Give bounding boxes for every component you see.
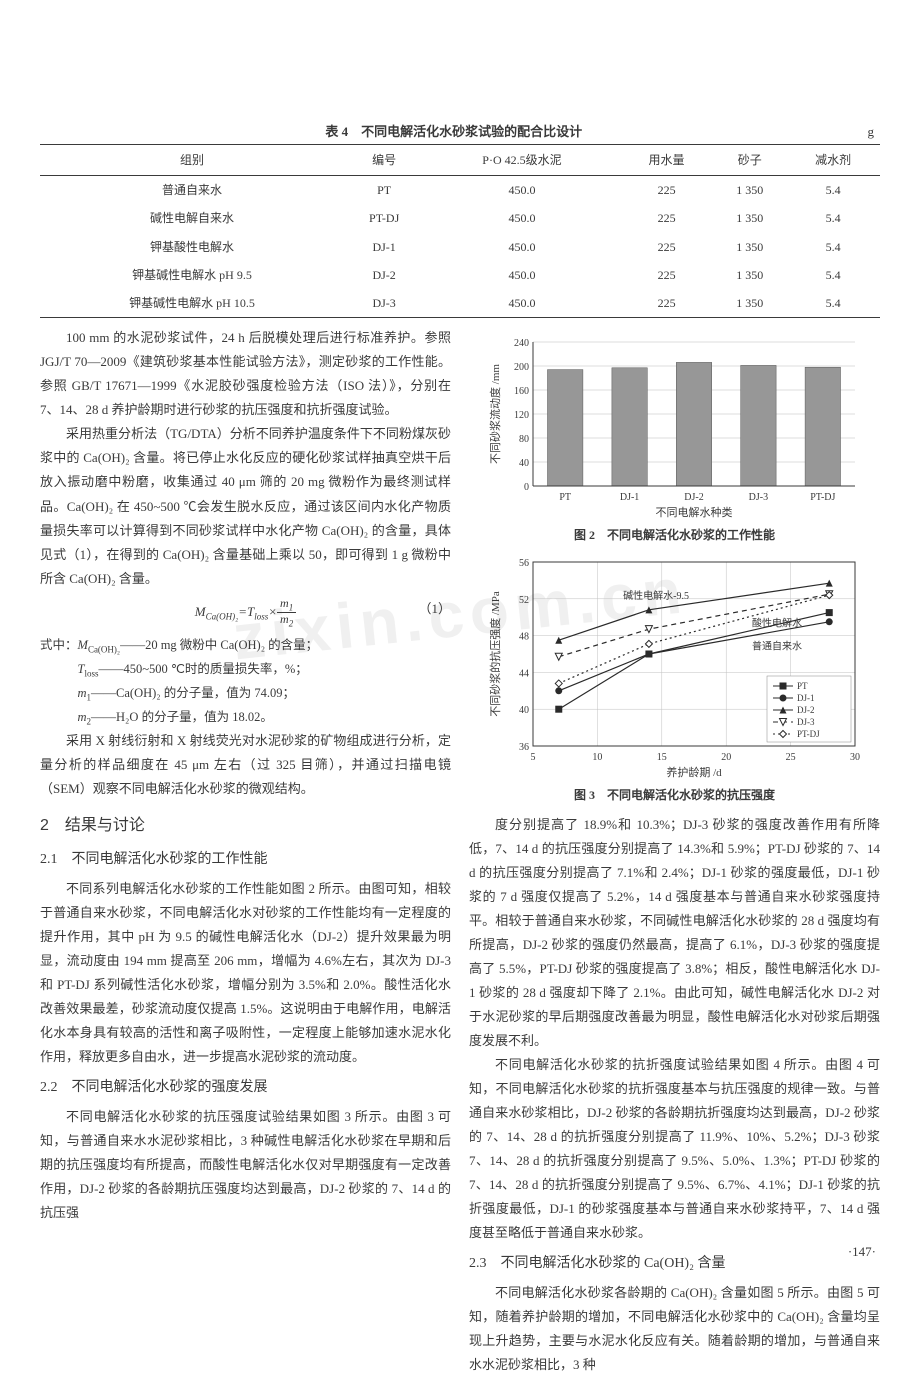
- svg-text:酸性电解水: 酸性电解水: [751, 617, 801, 630]
- svg-text:56: 56: [519, 558, 529, 569]
- svg-text:15: 15: [656, 752, 666, 763]
- def-m2: m2——H₂O 的分子量，值为 18.02。: [40, 706, 451, 730]
- section-2-heading: 2 结果与讨论: [40, 811, 451, 841]
- svg-text:160: 160: [514, 386, 529, 397]
- svg-text:DJ-2: DJ-2: [797, 705, 815, 715]
- right-p3: 不同电解活化水砂浆各龄期的 Ca(OH)₂ 含量如图 5 所示。由图 5 可知，…: [469, 1281, 880, 1377]
- left-p3: 采用 X 射线衍射和 X 射线荧光对水泥砂浆的矿物组成进行分析，定量分析的样品细…: [40, 729, 451, 801]
- figure-3: 36 40 44 48 52 56 5 10 15 20 25 30 PT DJ-1 DJ-2 DJ-3 PT-…: [469, 552, 880, 806]
- equation-number: （1）: [418, 597, 451, 621]
- svg-text:养护龄期 /d: 养护龄期 /d: [666, 765, 722, 779]
- equation-1: MCa(OH)₂=Tloss×m1m2 （1）: [40, 597, 451, 629]
- svg-text:36: 36: [519, 742, 529, 753]
- svg-text:120: 120: [514, 410, 529, 421]
- svg-text:44: 44: [519, 669, 529, 680]
- section-2-2-heading: 2.2 不同电解活化水砂浆的强度发展: [40, 1075, 451, 1101]
- figure-3-chart: 36 40 44 48 52 56 5 10 15 20 25 30 PT DJ-1 DJ-2 DJ-3 PT-…: [485, 552, 865, 782]
- figure-2: 0 40 80 120 160 200 240 PT DJ-1 DJ-2 DJ-3 PT-DJ 不同电解…: [469, 332, 880, 546]
- svg-text:DJ-1: DJ-1: [797, 693, 815, 703]
- section-2-1-heading: 2.1 不同电解活化水砂浆的工作性能: [40, 847, 451, 873]
- def-tloss: Tloss——450~500 ℃时的质量损失率，%；: [40, 658, 451, 682]
- figure-3-caption: 图 3 不同电解活化水砂浆的抗压强度: [469, 784, 880, 806]
- svg-text:80: 80: [519, 434, 529, 445]
- svg-text:40: 40: [519, 706, 529, 717]
- svg-text:不同电解水种类: 不同电解水种类: [655, 505, 732, 519]
- svg-text:不同砂浆的抗压强度 /MPa: 不同砂浆的抗压强度 /MPa: [488, 591, 502, 717]
- svg-text:0: 0: [524, 482, 529, 493]
- right-p2: 不同电解活化水砂浆的抗折强度试验结果如图 4 所示。由图 4 可知，不同电解活化…: [469, 1053, 880, 1245]
- section-2-3-heading: 2.3 不同电解活化水砂浆的 Ca(OH)₂ 含量: [469, 1251, 880, 1277]
- svg-text:52: 52: [519, 595, 529, 606]
- svg-text:PT: PT: [559, 492, 571, 503]
- mix-design-table: 组别编号P·O 42.5级水泥用水量砂子减水剂 普通自来水PT450.02251…: [40, 144, 880, 318]
- svg-text:25: 25: [785, 752, 795, 763]
- svg-text:200: 200: [514, 362, 529, 373]
- table-4: 表 4 不同电解活化水砂浆试验的配合比设计 g 组别编号P·O 42.5级水泥用…: [40, 120, 880, 318]
- figure-2-caption: 图 2 不同电解活化水砂浆的工作性能: [469, 524, 880, 546]
- svg-text:10: 10: [592, 752, 602, 763]
- left-p4: 不同系列电解活化水砂浆的工作性能如图 2 所示。由图可知，相较于普通自来水砂浆，…: [40, 877, 451, 1069]
- left-column: 100 mm 的水泥砂浆试件，24 h 后脱模处理后进行标准养护。参照 JGJ/…: [40, 326, 451, 1377]
- table-4-unit: g: [868, 120, 875, 144]
- svg-text:DJ-3: DJ-3: [748, 492, 767, 503]
- right-column: 0 40 80 120 160 200 240 PT DJ-1 DJ-2 DJ-3 PT-DJ 不同电解…: [469, 326, 880, 1377]
- left-p1: 100 mm 的水泥砂浆试件，24 h 后脱模处理后进行标准养护。参照 JGJ/…: [40, 326, 451, 422]
- svg-text:不同砂浆流动度 /mm: 不同砂浆流动度 /mm: [488, 364, 502, 464]
- svg-text:DJ-2: DJ-2: [684, 492, 703, 503]
- svg-text:普通自来水: 普通自来水: [751, 640, 801, 653]
- svg-text:DJ-3: DJ-3: [797, 717, 815, 727]
- svg-text:5: 5: [530, 752, 535, 763]
- svg-text:30: 30: [850, 752, 860, 763]
- table-4-title: 表 4 不同电解活化水砂浆试验的配合比设计: [325, 124, 582, 139]
- right-p1: 度分别提高了 18.9%和 10.3%；DJ-3 砂浆的强度改善作用有所降低，7…: [469, 813, 880, 1053]
- defs-lead: 式中：: [40, 638, 78, 652]
- symbol-definitions: 式中：MCa(OH)₂——20 mg 微粉中 Ca(OH)₂ 的含量； Tlos…: [40, 634, 451, 729]
- svg-text:PT-DJ: PT-DJ: [797, 729, 820, 739]
- svg-text:48: 48: [519, 632, 529, 643]
- svg-text:碱性电解水-9.5: 碱性电解水-9.5: [623, 589, 689, 602]
- svg-text:240: 240: [514, 338, 529, 349]
- svg-text:PT-DJ: PT-DJ: [810, 492, 835, 503]
- left-p2: 采用热重分析法（TG/DTA）分析不同养护温度条件下不同粉煤灰砂浆中的 Ca(O…: [40, 422, 451, 590]
- def-m1: m1——Ca(OH)₂ 的分子量，值为 74.09；: [40, 682, 451, 706]
- figure-2-chart: 0 40 80 120 160 200 240 PT DJ-1 DJ-2 DJ-3 PT-DJ 不同电解…: [485, 332, 865, 522]
- svg-text:PT: PT: [797, 681, 808, 691]
- svg-text:DJ-1: DJ-1: [619, 492, 638, 503]
- left-p5: 不同电解活化水砂浆的抗压强度试验结果如图 3 所示。由图 3 可知，与普通自来水…: [40, 1105, 451, 1225]
- svg-text:40: 40: [519, 458, 529, 469]
- svg-text:20: 20: [721, 752, 731, 763]
